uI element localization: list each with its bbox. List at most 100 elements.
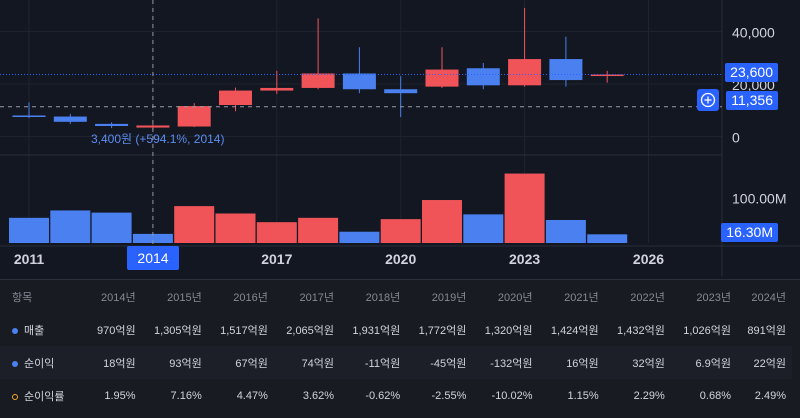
table-cell: -10.02% xyxy=(491,389,533,402)
candle-body xyxy=(219,90,252,105)
candle-body xyxy=(549,59,583,81)
time-tick-label: 2011 xyxy=(14,251,45,267)
table-cell: 1,517억원 xyxy=(220,324,268,337)
volume-bar xyxy=(504,173,545,243)
year-header: 2019년 xyxy=(431,291,467,304)
volume-bar xyxy=(9,217,49,243)
year-header: 2014년 xyxy=(100,291,136,304)
volume-bar xyxy=(91,212,132,243)
row-label: 순이익률 xyxy=(24,390,65,403)
table-cell: 1,026억원 xyxy=(683,324,731,337)
volume-bar xyxy=(256,222,297,243)
table-cell: 1,424억원 xyxy=(550,324,599,337)
table-cell: 2.29% xyxy=(633,389,665,402)
financials-table: 항목 2014년 2015년 2016년 2017년 2018년 2019년 2… xyxy=(0,279,800,418)
table-cell: 1,931억원 xyxy=(352,324,401,337)
table-cell: 1,432억원 xyxy=(617,324,665,337)
candle-body xyxy=(53,116,87,122)
year-header: 2017년 xyxy=(299,291,335,304)
table-cell: -45억원 xyxy=(406,346,473,379)
table-header-row: 항목 2014년 2015년 2016년 2017년 2018년 2019년 2… xyxy=(0,280,792,313)
year-header: 2015년 xyxy=(167,291,202,304)
table-row-revenue[interactable]: 매출 970억원 1,305억원 1,517억원 2,065억원 1,931억원… xyxy=(0,313,792,346)
year-header: 2023년 xyxy=(696,291,731,304)
table-cell: 16억원 xyxy=(538,346,605,379)
candle-tooltip: 3,400원 (+594.1%, 2014) xyxy=(91,132,224,146)
table-cell: 6.9억원 xyxy=(670,346,737,379)
volume-bar xyxy=(174,206,215,243)
table-cell: 1,305억원 xyxy=(153,324,202,337)
table-cell: 18억원 xyxy=(86,346,142,379)
year-header: 2022년 xyxy=(630,291,665,304)
candle-body xyxy=(425,69,459,87)
series-ring-icon xyxy=(12,393,18,400)
volume-bar xyxy=(587,234,628,243)
table-cell: 1,320억원 xyxy=(484,324,533,337)
price-tick-label: 0 xyxy=(732,130,740,146)
candle-body xyxy=(508,59,542,86)
candle-body xyxy=(177,106,211,127)
volume-bar xyxy=(132,233,173,243)
table-cell: 1.95% xyxy=(104,389,136,402)
table-cell: 22억원 xyxy=(736,346,792,379)
candle-body xyxy=(466,68,500,86)
table-cell: 1.15% xyxy=(567,389,599,402)
table-cell: -132억원 xyxy=(472,346,539,379)
table-header-label: 항목 xyxy=(12,291,33,304)
row-label: 순이익 xyxy=(24,357,55,370)
chart-canvas[interactable]: 40,00020,0000100.00M20112014201720202023… xyxy=(0,0,800,276)
add-alert-button[interactable] xyxy=(697,89,719,111)
candle-body xyxy=(342,73,376,90)
volume-bar xyxy=(463,214,504,243)
table-cell: 74억원 xyxy=(273,346,341,379)
candle-body xyxy=(136,125,170,128)
plus-circle-icon xyxy=(700,92,716,108)
table-cell: 93억원 xyxy=(141,346,208,379)
table-cell: 2,065억원 xyxy=(286,324,335,337)
time-tick-label: 2020 xyxy=(385,251,416,267)
time-tick-label: 2017 xyxy=(261,251,292,267)
volume-bar xyxy=(339,231,380,243)
table-cell: -2.55% xyxy=(431,389,467,402)
year-header: 2024년 xyxy=(751,291,786,304)
current-price-label: 23,600 xyxy=(725,63,778,82)
candle-body xyxy=(12,115,46,117)
candle-body xyxy=(301,73,335,88)
series-dot-icon xyxy=(12,360,18,367)
table-cell: 7.16% xyxy=(170,389,202,402)
table-row-net-income[interactable]: 순이익 18억원 93억원 67억원 74억원 -11억원 -45억원 -132… xyxy=(0,346,792,379)
year-header: 2018년 xyxy=(365,291,401,304)
crosshair-year-label: 2014 xyxy=(127,246,179,270)
table-cell: -0.62% xyxy=(365,389,401,402)
candle-body xyxy=(260,87,294,91)
table-cell: -11억원 xyxy=(340,346,407,379)
current-volume-label: 16.30M xyxy=(721,223,778,242)
year-header: 2020년 xyxy=(497,291,533,304)
table-cell: 32억원 xyxy=(604,346,671,379)
candle-body xyxy=(95,123,129,126)
table-cell: 1,772억원 xyxy=(418,324,467,337)
candle-body xyxy=(590,74,624,77)
table-cell: 970억원 xyxy=(96,324,136,337)
price-tick-label: 40,000 xyxy=(732,25,775,41)
crosshair-price-label: 11,356 xyxy=(726,91,778,110)
table-cell: 67억원 xyxy=(207,346,274,379)
year-header: 2021년 xyxy=(564,291,599,304)
volume-bar xyxy=(298,217,339,243)
table-cell: 2.49% xyxy=(754,389,786,402)
table-cell: 891억원 xyxy=(747,324,786,337)
volume-tick-label: 100.00M xyxy=(732,191,786,207)
row-label: 매출 xyxy=(24,324,45,337)
candle-body xyxy=(384,89,418,94)
volume-bar xyxy=(50,210,91,243)
time-tick-label: 2023 xyxy=(509,251,540,267)
series-dot-icon xyxy=(12,327,18,334)
table-cell: 4.47% xyxy=(236,389,268,402)
volume-bar xyxy=(422,200,462,243)
price-chart[interactable]: 40,00020,0000100.00M20112014201720202023… xyxy=(0,0,800,276)
volume-bar xyxy=(215,213,256,243)
volume-bar xyxy=(380,219,421,243)
table-row-net-margin[interactable]: 순이익률 1.95% 7.16% 4.47% 3.62% -0.62% -2.5… xyxy=(0,379,792,412)
time-tick-label: 2026 xyxy=(633,251,664,267)
volume-bar xyxy=(545,219,586,243)
